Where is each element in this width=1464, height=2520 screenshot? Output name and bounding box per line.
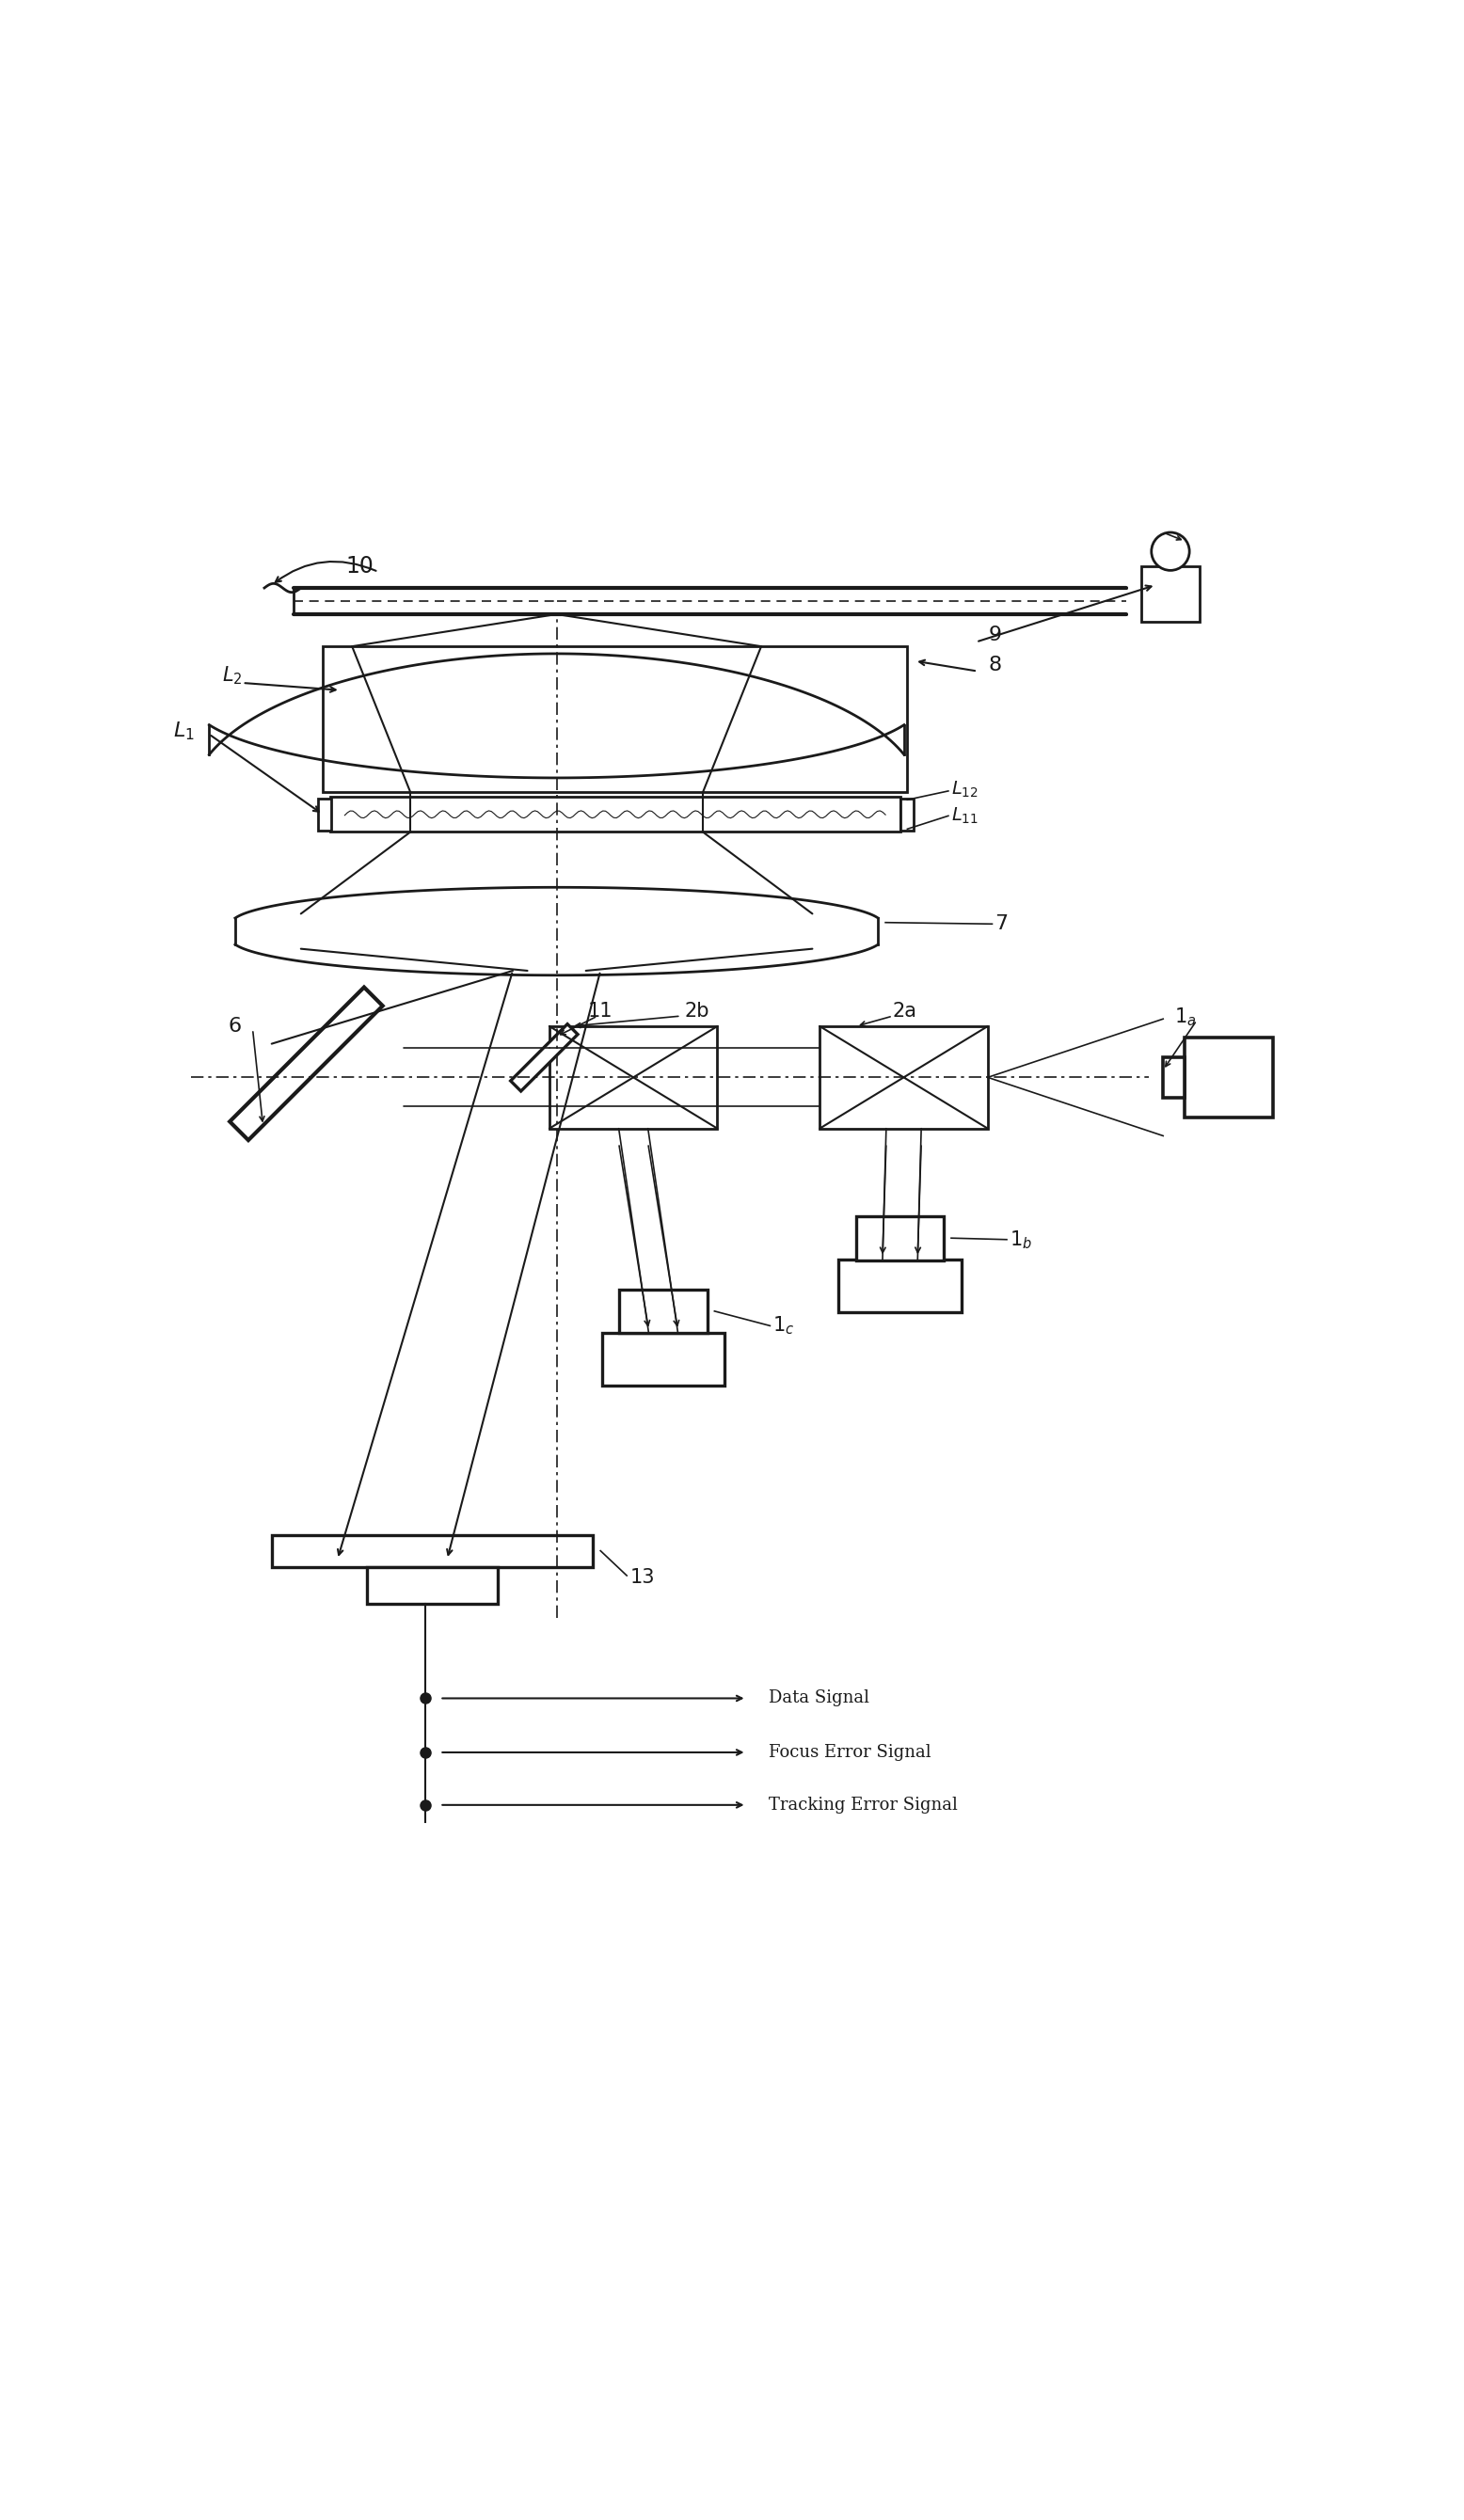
Bar [319,799,331,832]
Text: $L_{11}$: $L_{11}$ [952,806,978,827]
Polygon shape [511,1023,578,1091]
Bar [366,1567,498,1603]
Bar [856,1217,944,1260]
Bar [1142,567,1199,622]
Bar [1184,1038,1272,1116]
Text: 11: 11 [589,1003,613,1021]
Text: 9: 9 [988,625,1001,645]
Polygon shape [230,988,382,1139]
Text: $1_a$: $1_a$ [1174,1005,1196,1028]
Text: $1_c$: $1_c$ [773,1315,795,1336]
Text: $L_1$: $L_1$ [173,721,195,743]
Text: Tracking Error Signal: Tracking Error Signal [769,1797,957,1814]
Bar [322,645,908,791]
Text: $1_b$: $1_b$ [1010,1227,1032,1250]
Text: 10: 10 [346,554,373,577]
Text: 6: 6 [228,1018,242,1036]
Text: $L_{12}$: $L_{12}$ [952,779,978,799]
Bar [272,1535,593,1567]
Circle shape [1151,532,1189,570]
Bar [1162,1058,1184,1096]
Text: 7: 7 [996,915,1009,932]
Bar [602,1333,725,1386]
Text: Focus Error Signal: Focus Error Signal [769,1744,931,1761]
Text: $L_2$: $L_2$ [223,665,243,685]
Text: 2b: 2b [685,1003,710,1021]
Bar [619,1290,707,1333]
Bar [839,1260,962,1313]
Bar [329,796,900,832]
Text: 13: 13 [630,1567,654,1588]
Text: Data Signal: Data Signal [769,1691,870,1706]
Bar [549,1026,717,1129]
Bar [900,799,914,832]
Text: 8: 8 [988,655,1001,675]
Bar [820,1026,988,1129]
Text: 2a: 2a [892,1003,916,1021]
